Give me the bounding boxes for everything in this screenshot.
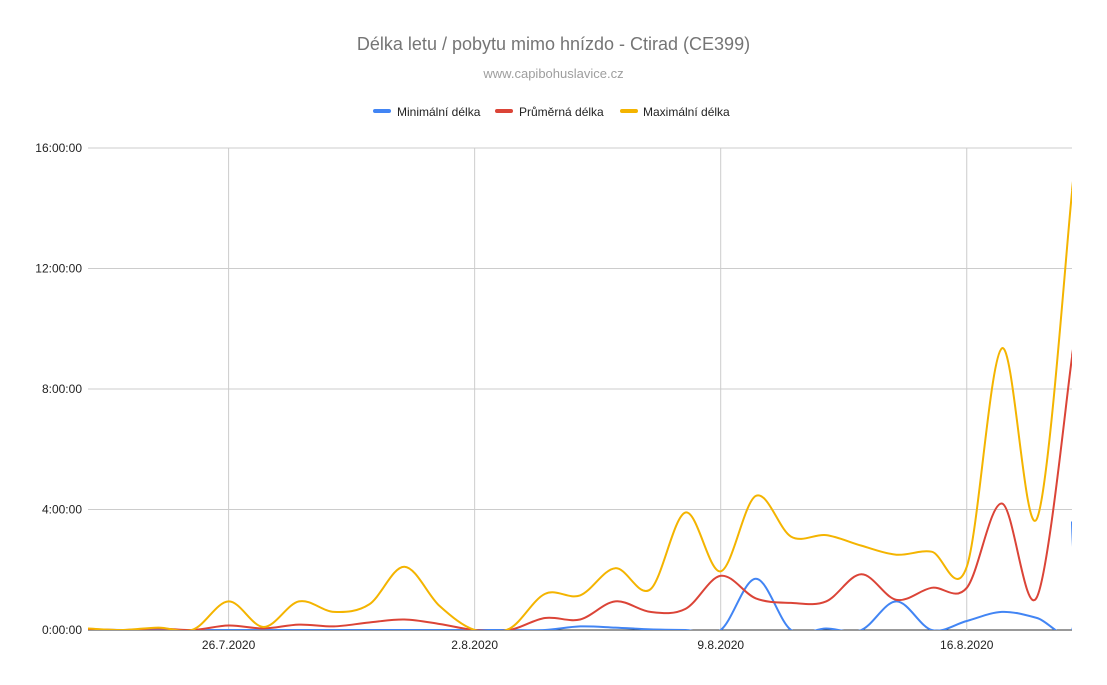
- legend-label-1: Minimální délka: [397, 105, 481, 119]
- x-tick-label: 26.7.2020: [202, 638, 256, 652]
- x-tick-label: 2.8.2020: [451, 638, 498, 652]
- series-line-2: [88, 349, 1072, 630]
- chart-title: Délka letu / pobytu mimo hnízdo - Ctirad…: [356, 34, 751, 54]
- x-tick-label: 9.8.2020: [697, 638, 744, 652]
- y-tick-label: 4:00:00: [42, 503, 82, 517]
- legend-label-2: Průměrná délka: [519, 105, 604, 119]
- y-tick-label: 16:00:00: [35, 141, 82, 155]
- y-tick-label: 8:00:00: [42, 382, 82, 396]
- x-tick-label: 16.8.2020: [940, 638, 994, 652]
- series-line-3: [88, 181, 1072, 630]
- legend-label-3: Maximální délka: [643, 105, 730, 119]
- chart-subtitle: www.capibohuslavice.cz: [483, 66, 624, 81]
- y-tick-label: 12:00:00: [35, 262, 82, 276]
- series-line-1: [88, 521, 1072, 630]
- y-tick-label: 0:00:00: [42, 623, 82, 637]
